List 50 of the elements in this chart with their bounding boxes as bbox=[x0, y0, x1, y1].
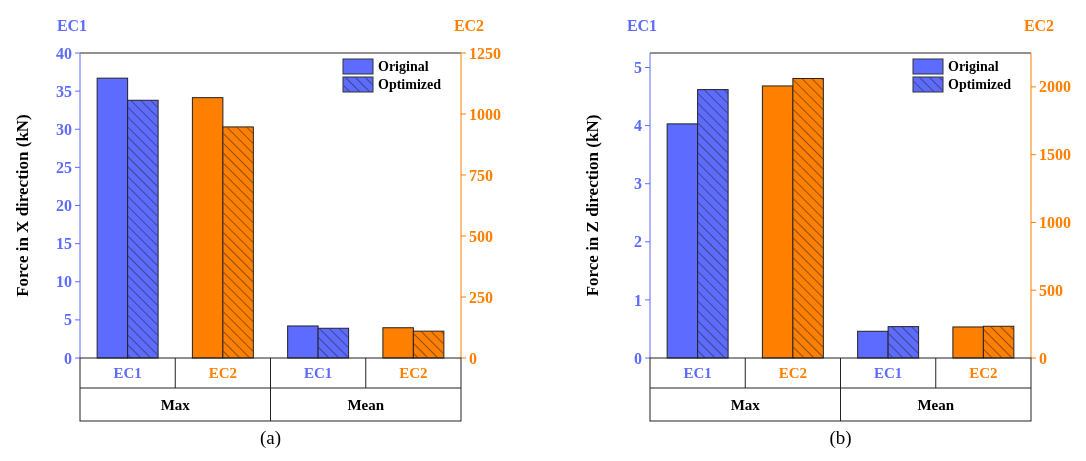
y-tick-label: 5 bbox=[64, 311, 72, 329]
y2-tick-label: 750 bbox=[469, 166, 493, 184]
text: EC1 bbox=[626, 17, 658, 34]
y-tick-label: 3 bbox=[634, 175, 642, 193]
legend-label: Original bbox=[948, 59, 999, 75]
y-tick-label: 2 bbox=[634, 233, 642, 251]
y2-tick-label: 1500 bbox=[1039, 146, 1071, 164]
text: Max bbox=[730, 396, 761, 413]
legend-label: Original bbox=[378, 59, 429, 75]
y-tick-label: 30 bbox=[56, 120, 72, 138]
x-tick-label: EC2 bbox=[208, 365, 238, 382]
y-tick-label: 10 bbox=[56, 273, 72, 291]
y-tick-label: 1 bbox=[634, 291, 642, 309]
x-tick-label: EC1 bbox=[303, 365, 333, 382]
y-tick-label: 20 bbox=[56, 197, 72, 215]
text: EC1 bbox=[56, 17, 88, 34]
y-tick-label: 4 bbox=[634, 117, 642, 135]
y2-tick-label: 0 bbox=[469, 349, 477, 367]
text: Mean bbox=[917, 396, 955, 413]
y-tick-label: 35 bbox=[56, 82, 72, 100]
text: (b) bbox=[829, 427, 852, 449]
y2-tick-label: 0 bbox=[1039, 349, 1047, 367]
y-tick-label: 15 bbox=[56, 235, 72, 253]
y2-tick-label: 250 bbox=[469, 288, 493, 306]
y2-axis-title: EC2 bbox=[1023, 17, 1055, 34]
y2-tick-label: 1000 bbox=[469, 105, 501, 123]
y-tick-label: 5 bbox=[634, 59, 642, 77]
y-axis-title: Force in Z direction (kN) bbox=[583, 114, 602, 297]
x-tick-label: EC1 bbox=[873, 365, 903, 382]
y-tick-label: 0 bbox=[64, 349, 72, 367]
text: Max bbox=[160, 396, 191, 413]
y2-tick-label: 1000 bbox=[1039, 214, 1071, 232]
y2-tick-label: 500 bbox=[1039, 281, 1063, 299]
text: (a) bbox=[259, 427, 282, 449]
legend-label: Optimized bbox=[378, 77, 442, 93]
x-tick-label: EC1 bbox=[683, 365, 712, 382]
x-tick-label: EC1 bbox=[113, 365, 142, 382]
y-axis-title: Force in X direction (kN) bbox=[13, 114, 32, 297]
x-tick-label: EC2 bbox=[399, 365, 428, 382]
y2-tick-label: 2000 bbox=[1039, 78, 1071, 96]
x-tick-label: EC2 bbox=[778, 365, 808, 382]
y2-tick-label: 500 bbox=[469, 227, 493, 245]
y2-tick-label: 1250 bbox=[469, 44, 501, 62]
y-tick-label: 0 bbox=[634, 349, 642, 367]
y-tick-label: 25 bbox=[56, 158, 72, 176]
x-tick-label: EC2 bbox=[969, 365, 998, 382]
legend-label: Optimized bbox=[948, 77, 1012, 93]
text: Mean bbox=[347, 396, 385, 413]
y2-axis-title: EC2 bbox=[453, 17, 485, 34]
y-tick-label: 40 bbox=[56, 44, 72, 62]
